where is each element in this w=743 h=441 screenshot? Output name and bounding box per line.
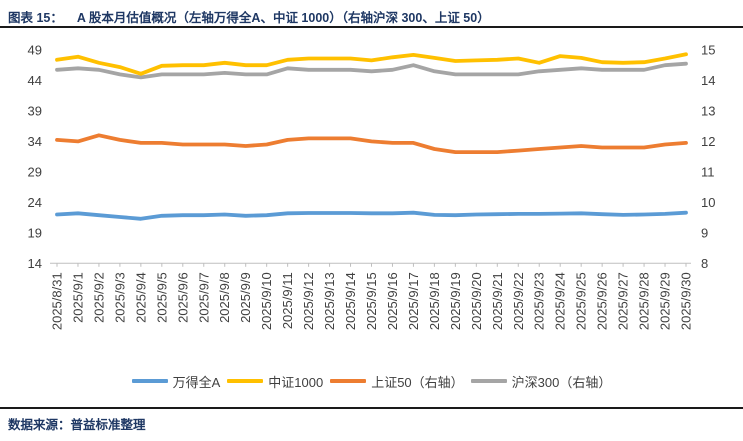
chart-legend: 万得全A 中证1000 上证50（右轴） 沪深300（右轴） — [0, 371, 743, 391]
right-axis-tick-label: 10 — [701, 195, 715, 210]
left-axis-tick-label: 19 — [28, 225, 42, 240]
x-axis-tick-label: 2025/9/3 — [112, 272, 127, 323]
x-axis-tick-label: 2025/9/18 — [427, 272, 442, 330]
series-line-2 — [55, 133, 688, 155]
x-axis-tick-label: 2025/9/25 — [574, 272, 589, 330]
data-source-bar: 数据来源：普益标准整理 — [0, 407, 743, 433]
right-axis-tick-label: 15 — [701, 43, 715, 58]
right-axis-tick-label: 14 — [701, 73, 715, 88]
figure-number-label: 图表 15： — [8, 11, 63, 25]
legend-item-wind-all-a: 万得全A — [131, 372, 221, 391]
x-axis-tick-label: 2025/9/8 — [217, 272, 232, 323]
chart-canvas: 49 44 39 34 29 24 19 14 15 14 13 12 11 10 9 8 2025/8/31 2… — [28, 43, 716, 331]
x-axis-tick-label: 2025/9/10 — [259, 272, 274, 330]
x-axis-tick-label: 2025/9/30 — [679, 272, 694, 330]
right-axis-tick-label: 12 — [701, 134, 715, 149]
legend-item-sse50: 上证50（右轴） — [330, 372, 464, 391]
x-axis-tick-label: 2025/9/1 — [70, 272, 85, 323]
left-axis-tick-label: 29 — [28, 164, 42, 179]
x-axis-tick-label: 2025/9/15 — [364, 272, 379, 330]
legend-label: 中证1000 — [268, 374, 324, 390]
x-axis-tick-label: 2025/9/2 — [91, 272, 106, 323]
left-axis-tick-label: 14 — [28, 256, 42, 271]
x-axis-tick-label: 2025/8/31 — [50, 272, 65, 330]
x-axis-tick-label: 2025/9/26 — [595, 272, 610, 330]
x-axis-tick-label: 2025/9/20 — [469, 272, 484, 330]
right-axis-tick-label: 11 — [701, 164, 715, 179]
legend-line-swatch — [330, 379, 367, 383]
series-line-1 — [55, 52, 688, 76]
x-axis-tick-label: 2025/9/5 — [154, 272, 169, 323]
legend-line-swatch — [131, 379, 168, 383]
x-axis-tick-label: 2025/9/29 — [658, 272, 673, 330]
x-axis-tick-label: 2025/9/4 — [133, 272, 148, 323]
right-axis-tick-label: 9 — [701, 225, 708, 240]
series-line-0 — [55, 210, 688, 221]
x-axis-tick-label: 2025/9/19 — [448, 272, 463, 330]
legend-item-csi300: 沪深300（右轴） — [470, 372, 612, 391]
valuation-line-chart: 49 44 39 34 29 24 19 14 15 14 13 12 11 10 9 8 2025/8/31 2… — [28, 43, 716, 331]
legend-item-csi1000: 中证1000 — [227, 372, 323, 391]
left-axis-tick-label: 44 — [28, 73, 42, 88]
figure-title-bar: 图表 15： A 股本月估值概况（左轴万得全A、中证 1000）（右轴沪深 300… — [0, 0, 743, 28]
right-axis-tick-label: 13 — [701, 103, 715, 118]
left-axis-tick-label: 39 — [28, 103, 42, 118]
x-axis-tick-label: 2025/9/17 — [406, 272, 421, 330]
x-axis-tick-label: 2025/9/11 — [280, 272, 295, 329]
left-axis-tick-label: 34 — [28, 134, 42, 149]
x-axis-tick-label: 2025/9/9 — [238, 272, 253, 323]
legend-label: 沪深300（右轴） — [511, 374, 612, 390]
x-axis-tick-label: 2025/9/21 — [490, 272, 505, 330]
x-axis-tick-label: 2025/9/27 — [616, 272, 631, 330]
figure-title: A 股本月估值概况（左轴万得全A、中证 1000）（右轴沪深 300、上证 50… — [76, 11, 490, 25]
left-axis-tick-label: 24 — [28, 195, 42, 210]
x-axis-tick-label: 2025/9/7 — [196, 272, 211, 323]
x-axis-tick-label: 2025/9/12 — [301, 272, 316, 330]
series-line-3 — [55, 61, 688, 80]
x-axis-tick-label: 2025/9/14 — [343, 272, 358, 330]
x-axis-tick-label: 2025/9/23 — [532, 272, 547, 330]
legend-line-swatch — [470, 379, 507, 383]
legend-label: 上证50（右轴） — [371, 374, 464, 390]
x-axis-tick-label: 2025/9/13 — [322, 272, 337, 330]
left-axis-tick-label: 49 — [28, 43, 42, 58]
x-axis-tick-label: 2025/9/24 — [553, 272, 568, 330]
x-axis-tick-label: 2025/9/16 — [385, 272, 400, 330]
legend-label: 万得全A — [172, 374, 221, 390]
legend-line-swatch — [227, 379, 264, 383]
x-axis-tick-label: 2025/9/22 — [511, 272, 526, 330]
x-axis-tick-label: 2025/9/28 — [637, 272, 652, 330]
x-axis-tick-label: 2025/9/6 — [175, 272, 190, 323]
right-axis-tick-label: 8 — [701, 256, 708, 271]
data-source-text: 数据来源：普益标准整理 — [8, 418, 146, 432]
